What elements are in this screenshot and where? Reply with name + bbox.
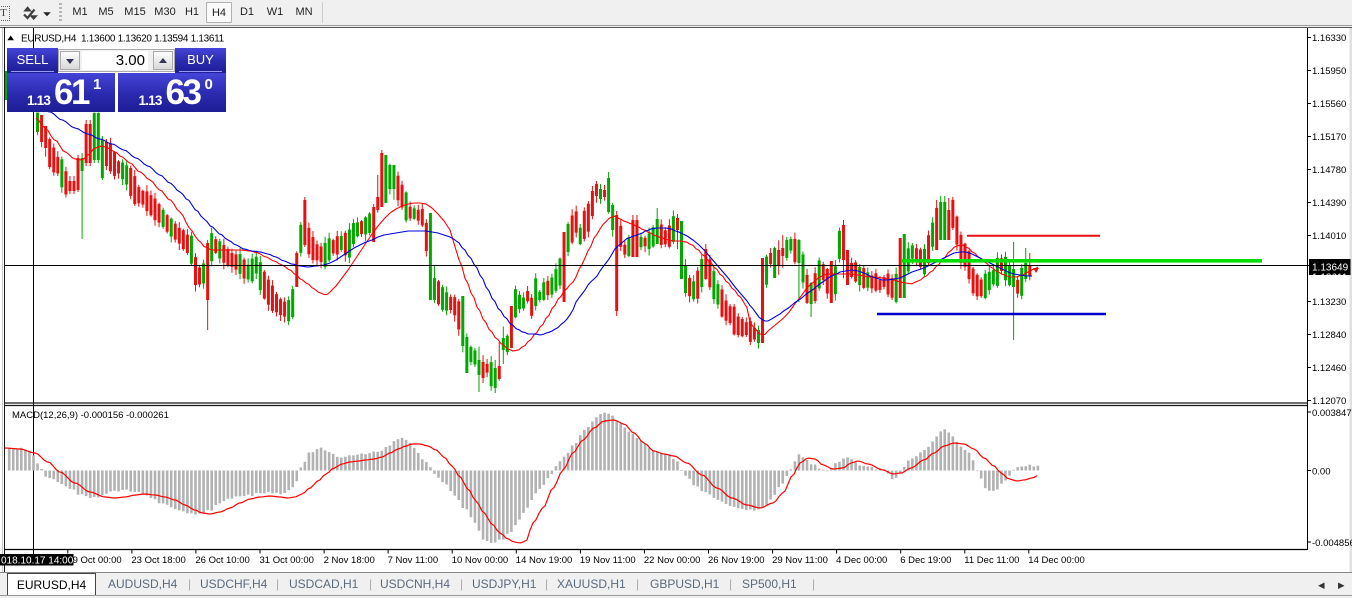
- svg-text:EURUSD,H4 1.13600 1.13620 1.1: EURUSD,H4 1.13600 1.13620 1.13594 1.1361…: [21, 34, 225, 45]
- svg-text:11 Dec 11:00: 11 Dec 11:00: [964, 555, 1019, 566]
- svg-text:26 Oct 10:00: 26 Oct 10:00: [195, 555, 249, 566]
- svg-text:1.12460: 1.12460: [1312, 363, 1346, 374]
- svg-text:19 Nov 11:00: 19 Nov 11:00: [580, 555, 636, 566]
- svg-text:0.00: 0.00: [1312, 467, 1331, 478]
- svg-text:10 Nov 00:00: 10 Nov 00:00: [452, 555, 509, 566]
- svg-text:1.13230: 1.13230: [1312, 297, 1346, 308]
- svg-text:1.12840: 1.12840: [1312, 330, 1346, 341]
- svg-text:23 Oct 18:00: 23 Oct 18:00: [131, 555, 185, 566]
- svg-text:31 Oct 00:00: 31 Oct 00:00: [260, 555, 314, 566]
- svg-text:7 Nov 11:00: 7 Nov 11:00: [388, 555, 439, 566]
- svg-text:1.14780: 1.14780: [1312, 165, 1346, 176]
- svg-text:29 Nov 11:00: 29 Nov 11:00: [772, 555, 828, 566]
- svg-text:0.003847: 0.003847: [1312, 408, 1352, 419]
- svg-text:1.14390: 1.14390: [1312, 198, 1346, 209]
- svg-text:1.15560: 1.15560: [1312, 99, 1346, 110]
- svg-text:1.15950: 1.15950: [1312, 66, 1346, 77]
- svg-text:1.16330: 1.16330: [1312, 33, 1346, 44]
- svg-text:1.12070: 1.12070: [1312, 396, 1346, 407]
- svg-text:MACD(12,26,9) -0.000156 -0.000: MACD(12,26,9) -0.000156 -0.000261: [12, 410, 169, 421]
- svg-text:26 Nov 19:00: 26 Nov 19:00: [708, 555, 765, 566]
- svg-text:22 Nov 00:00: 22 Nov 00:00: [644, 555, 701, 566]
- svg-text:018.10.17 14:00: 018.10.17 14:00: [1, 556, 74, 567]
- svg-text:1.13649: 1.13649: [1312, 263, 1349, 274]
- svg-text:1.14010: 1.14010: [1312, 231, 1346, 242]
- svg-text:19 Oct 00:00: 19 Oct 00:00: [67, 555, 121, 566]
- svg-text:4 Dec 00:00: 4 Dec 00:00: [836, 555, 887, 566]
- svg-text:14 Nov 19:00: 14 Nov 19:00: [516, 555, 573, 566]
- svg-text:1.13611: 1.13611: [1312, 273, 1348, 284]
- svg-text:14 Dec 00:00: 14 Dec 00:00: [1028, 555, 1085, 566]
- svg-text:6 Dec 19:00: 6 Dec 19:00: [900, 555, 951, 566]
- svg-text:1.15170: 1.15170: [1312, 132, 1346, 143]
- svg-text:-0.004856: -0.004856: [1312, 538, 1352, 549]
- svg-text:2 Nov 18:00: 2 Nov 18:00: [324, 555, 375, 566]
